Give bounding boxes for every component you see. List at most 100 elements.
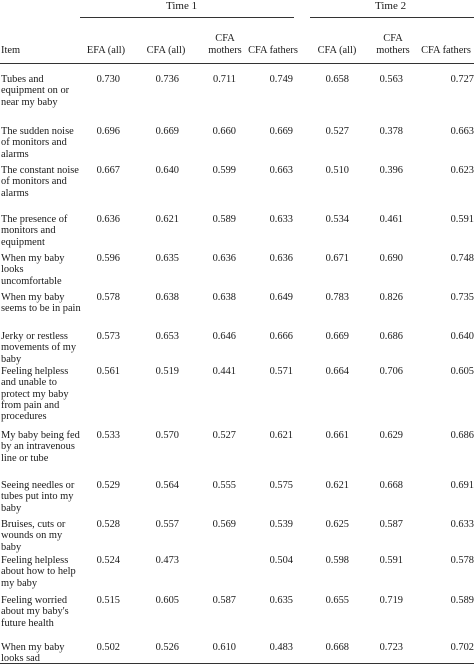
value-cell-cfa-fathers-t1: 0.666 (269, 331, 293, 342)
column-header-cfa-all-time2: CFA (all) (317, 45, 357, 56)
group-underline-time-2 (310, 17, 474, 18)
value-cell-cfa-fathers-t2: 0.663 (450, 126, 474, 137)
value-cell-efa-all-t1: 0.533 (96, 430, 120, 441)
value-cell-cfa-all-t2: 0.621 (325, 480, 349, 491)
value-cell-cfa-mothers-t1: 0.555 (212, 480, 236, 491)
column-header-efa-all-time1: EFA (all) (86, 45, 126, 56)
value-cell-cfa-all-t2: 0.655 (325, 595, 349, 606)
value-cell-cfa-fathers-t1: 0.633 (269, 214, 293, 225)
value-cell-cfa-all-t2: 0.668 (325, 642, 349, 653)
value-cell-cfa-fathers-t2: 0.748 (450, 253, 474, 264)
item-label: Feeling helpless and unable to protect m… (1, 366, 69, 423)
value-cell-efa-all-t1: 0.667 (96, 165, 120, 176)
column-header-cfa-mothers-time2: CFA mothers (376, 33, 410, 56)
value-cell-efa-all-t1: 0.573 (96, 331, 120, 342)
column-header-cfa-fathers-time1: CFA fathers (248, 45, 298, 56)
value-cell-cfa-fathers-t1: 0.483 (269, 642, 293, 653)
item-label: Tubes and equipment on or near my baby (1, 74, 70, 108)
value-cell-cfa-fathers-t1: 0.571 (269, 366, 293, 377)
table-bottom-rule (0, 663, 474, 664)
value-cell-cfa-all-t2: 0.658 (325, 74, 349, 85)
value-cell-cfa-fathers-t1: 0.669 (269, 126, 293, 137)
value-cell-efa-all-t1: 0.730 (96, 74, 120, 85)
value-cell-cfa-fathers-t1: 0.575 (269, 480, 293, 491)
value-cell-cfa-fathers-t2: 0.589 (450, 595, 474, 606)
value-cell-cfa-mothers-t1: 0.589 (212, 214, 236, 225)
value-cell-cfa-mothers-t2: 0.706 (379, 366, 403, 377)
item-label: Bruises, cuts or wounds on my baby (1, 519, 66, 553)
value-cell-cfa-fathers-t2: 0.640 (450, 331, 474, 342)
value-cell-efa-all-t1: 0.578 (96, 292, 120, 303)
value-cell-cfa-all-t2: 0.527 (325, 126, 349, 137)
group-header-time-2: Time 2 (375, 0, 407, 12)
value-cell-cfa-all-t1: 0.736 (155, 74, 179, 85)
value-cell-cfa-all-t2: 0.671 (325, 253, 349, 264)
value-cell-cfa-mothers-t1: 0.569 (212, 519, 236, 530)
value-cell-cfa-all-t1: 0.640 (155, 165, 179, 176)
value-cell-cfa-mothers-t1: 0.527 (212, 430, 236, 441)
item-label: My baby being fed by an intravenous line… (1, 430, 80, 464)
value-cell-cfa-all-t1: 0.557 (155, 519, 179, 530)
value-cell-cfa-fathers-t2: 0.727 (450, 74, 474, 85)
value-cell-cfa-mothers-t2: 0.629 (379, 430, 403, 441)
value-cell-cfa-fathers-t2: 0.633 (450, 519, 474, 530)
value-cell-cfa-fathers-t2: 0.686 (450, 430, 474, 441)
column-header-item: Item (1, 45, 21, 56)
header-divider (0, 63, 474, 64)
value-cell-cfa-fathers-t2: 0.605 (450, 366, 474, 377)
value-cell-cfa-all-t2: 0.669 (325, 331, 349, 342)
value-cell-cfa-all-t1: 0.621 (155, 214, 179, 225)
value-cell-cfa-fathers-t1: 0.504 (269, 555, 293, 566)
value-cell-efa-all-t1: 0.528 (96, 519, 120, 530)
value-cell-cfa-mothers-t2: 0.378 (379, 126, 403, 137)
value-cell-cfa-mothers-t1: 0.441 (212, 366, 236, 377)
value-cell-efa-all-t1: 0.636 (96, 214, 120, 225)
value-cell-cfa-fathers-t1: 0.635 (269, 595, 293, 606)
value-cell-efa-all-t1: 0.515 (96, 595, 120, 606)
value-cell-cfa-all-t2: 0.510 (325, 165, 349, 176)
value-cell-cfa-mothers-t1: 0.660 (212, 126, 236, 137)
value-cell-cfa-fathers-t1: 0.636 (269, 253, 293, 264)
value-cell-cfa-fathers-t1: 0.749 (269, 74, 293, 85)
column-header-cfa-mothers-time1: CFA mothers (208, 33, 242, 56)
column-header-cfa-all-time1: CFA (all) (146, 45, 186, 56)
value-cell-cfa-mothers-t1: 0.610 (212, 642, 236, 653)
value-cell-cfa-mothers-t2: 0.723 (379, 642, 403, 653)
value-cell-cfa-mothers-t2: 0.690 (379, 253, 403, 264)
value-cell-cfa-all-t1: 0.473 (155, 555, 179, 566)
value-cell-cfa-all-t1: 0.564 (155, 480, 179, 491)
value-cell-cfa-mothers-t2: 0.587 (379, 519, 403, 530)
value-cell-efa-all-t1: 0.596 (96, 253, 120, 264)
value-cell-cfa-mothers-t1: 0.638 (212, 292, 236, 303)
value-cell-cfa-all-t1: 0.669 (155, 126, 179, 137)
value-cell-cfa-mothers-t2: 0.668 (379, 480, 403, 491)
value-cell-cfa-all-t1: 0.635 (155, 253, 179, 264)
value-cell-cfa-mothers-t2: 0.461 (379, 214, 403, 225)
item-label: When my baby seems to be in pain (1, 292, 81, 315)
value-cell-cfa-mothers-t2: 0.396 (379, 165, 403, 176)
value-cell-cfa-mothers-t2: 0.686 (379, 331, 403, 342)
group-header-time-1: Time 1 (166, 0, 198, 12)
value-cell-cfa-fathers-t1: 0.539 (269, 519, 293, 530)
value-cell-cfa-mothers-t2: 0.826 (379, 292, 403, 303)
value-cell-cfa-all-t2: 0.534 (325, 214, 349, 225)
value-cell-cfa-mothers-t1: 0.711 (213, 74, 236, 85)
value-cell-cfa-all-t2: 0.625 (325, 519, 349, 530)
value-cell-cfa-fathers-t2: 0.691 (450, 480, 474, 491)
value-cell-cfa-fathers-t1: 0.663 (269, 165, 293, 176)
item-label: The constant noise of monitors and alarm… (1, 165, 79, 199)
value-cell-efa-all-t1: 0.524 (96, 555, 120, 566)
value-cell-cfa-fathers-t2: 0.735 (450, 292, 474, 303)
value-cell-cfa-fathers-t2: 0.591 (450, 214, 474, 225)
value-cell-cfa-all-t1: 0.605 (155, 595, 179, 606)
item-label: The sudden noise of monitors and alarms (1, 126, 74, 160)
value-cell-cfa-mothers-t2: 0.563 (379, 74, 403, 85)
value-cell-cfa-all-t1: 0.526 (155, 642, 179, 653)
value-cell-cfa-all-t1: 0.653 (155, 331, 179, 342)
value-cell-cfa-fathers-t2: 0.623 (450, 165, 474, 176)
item-label: Feeling worried about my baby's future h… (1, 595, 69, 629)
value-cell-cfa-mothers-t1: 0.587 (212, 595, 236, 606)
group-underline-time-1 (80, 17, 294, 18)
value-cell-cfa-all-t2: 0.783 (325, 292, 349, 303)
item-label: Seeing needles or tubes put into my baby (1, 480, 75, 514)
